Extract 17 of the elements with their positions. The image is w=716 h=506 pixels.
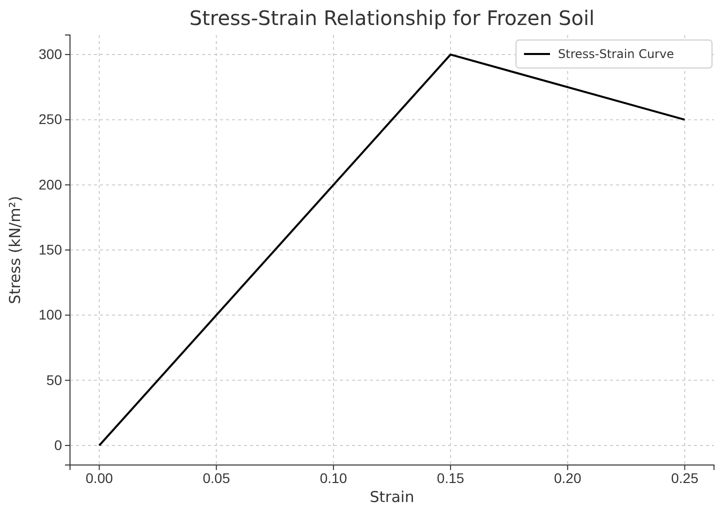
- x-tick-label: 0.15: [436, 470, 464, 486]
- y-tick-label: 300: [38, 46, 62, 62]
- x-tick-label: 0.25: [671, 470, 699, 486]
- y-tick-label: 250: [38, 111, 62, 128]
- x-tick-label: 0.20: [554, 470, 582, 486]
- x-tick-label: 0.00: [86, 470, 114, 486]
- x-axis-title: Strain: [370, 488, 414, 506]
- legend-label: Stress-Strain Curve: [558, 47, 674, 61]
- y-tick-label: 200: [38, 176, 62, 192]
- y-tick-label: 150: [38, 241, 62, 258]
- x-tick-label: 0.10: [320, 470, 348, 486]
- y-tick-label: 100: [38, 306, 62, 323]
- y-axis-title: Stress (kN/m²): [6, 196, 24, 304]
- chart-title: Stress-Strain Relationship for Frozen Soil: [189, 6, 595, 30]
- y-tick-label: 50: [46, 372, 62, 388]
- y-tick-label: 0: [54, 436, 62, 453]
- x-tick-label: 0.05: [202, 470, 230, 486]
